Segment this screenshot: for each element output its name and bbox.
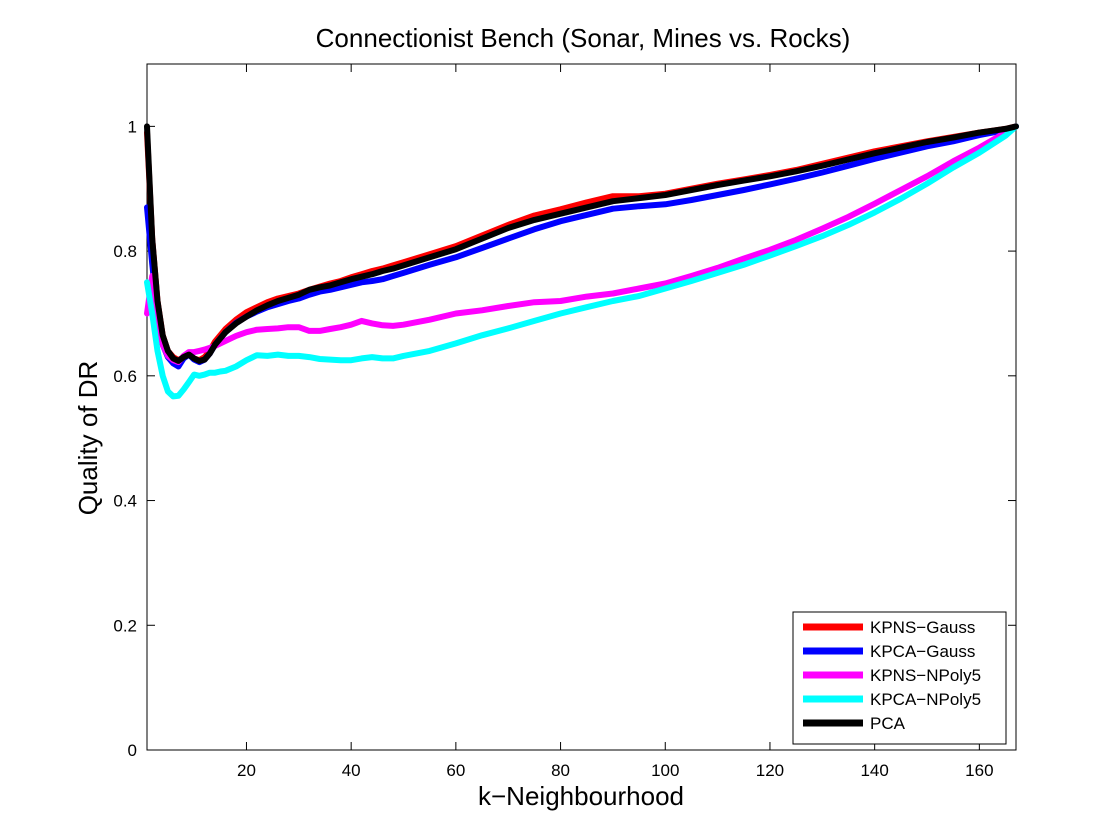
- chart-title: Connectionist Bench (Sonar, Mines vs. Ro…: [316, 23, 851, 53]
- series-line-4: [144, 123, 1019, 364]
- x-tick-label-80: 80: [551, 761, 570, 780]
- x-tick-label-20: 20: [237, 761, 256, 780]
- x-tick-label-120: 120: [756, 761, 784, 780]
- series-line-3: [144, 123, 1019, 400]
- legend-label-2: KPNS−NPoly5: [870, 666, 981, 685]
- legend-label-0: KPNS−Gauss: [870, 618, 975, 637]
- x-tick-label-60: 60: [446, 761, 465, 780]
- y-tick-label-3: 0.6: [113, 367, 137, 386]
- x-tick-label-140: 140: [860, 761, 888, 780]
- legend-label-1: KPCA−Gauss: [870, 642, 975, 661]
- legend: KPNS−Gauss KPCA−Gauss KPNS−NPoly5 KPCA−NPol…: [792, 611, 1007, 745]
- series-line-2: [144, 123, 1019, 366]
- y-tick-label-5: 1: [128, 117, 137, 136]
- y-tick-label-2: 0.4: [113, 492, 137, 511]
- x-tick-label-40: 40: [342, 761, 361, 780]
- y-tick-label-0: 0: [128, 741, 137, 760]
- legend-label-4: PCA: [870, 714, 906, 733]
- y-tick-label-1: 0.2: [113, 616, 137, 635]
- x-tick-label-160: 160: [965, 761, 993, 780]
- x-axis-label: k−Neighbourhood: [478, 781, 684, 811]
- y-axis-label: Quality of DR: [73, 361, 103, 516]
- x-tick-label-100: 100: [651, 761, 679, 780]
- y-tick-label-4: 0.8: [113, 242, 137, 261]
- legend-label-3: KPCA−NPoly5: [870, 690, 981, 709]
